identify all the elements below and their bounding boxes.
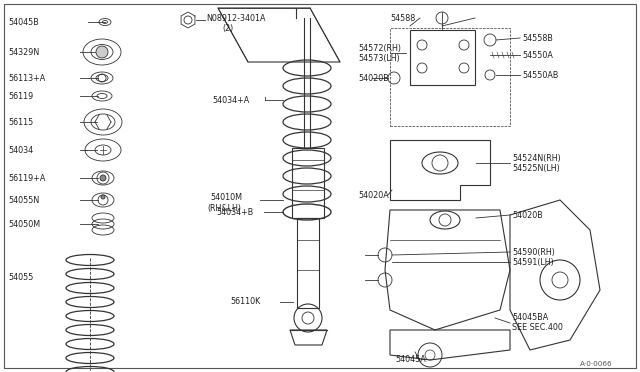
Text: 54591(LH): 54591(LH) [512,257,554,266]
Text: 54045A: 54045A [395,356,426,365]
Circle shape [96,46,108,58]
Text: 54010M: 54010M [210,192,242,202]
Text: 54550A: 54550A [522,51,553,60]
Text: 54573(LH): 54573(LH) [358,54,400,62]
Text: SEE SEC.400: SEE SEC.400 [512,324,563,333]
Text: 54524N(RH): 54524N(RH) [512,154,561,163]
Text: 56113+A: 56113+A [8,74,45,83]
Text: A·0·0066: A·0·0066 [580,361,612,367]
Text: 54034+B: 54034+B [216,208,253,217]
Circle shape [101,195,105,199]
Text: 54020A: 54020A [358,190,388,199]
Bar [292,148,324,218]
Text: (RH&LH): (RH&LH) [207,203,241,212]
Text: 56119+A: 56119+A [8,173,45,183]
Text: 54558B: 54558B [522,33,553,42]
Text: 54020B: 54020B [512,211,543,219]
Bar [410,30,475,85]
Bar [390,28,510,126]
Text: 54525N(LH): 54525N(LH) [512,164,560,173]
Text: 54020B: 54020B [358,74,388,83]
Text: (2): (2) [222,23,233,32]
Text: 54590(RH): 54590(RH) [512,247,555,257]
Text: 54572(RH): 54572(RH) [358,44,401,52]
Text: 54329N: 54329N [8,48,39,57]
Text: 54055N: 54055N [8,196,39,205]
Bar [297,218,319,308]
Text: 56110K: 56110K [230,298,260,307]
Text: 54045B: 54045B [8,17,39,26]
Text: 54055: 54055 [8,273,33,282]
Text: 56115: 56115 [8,118,33,126]
Circle shape [100,175,106,181]
Text: N08912-3401A: N08912-3401A [206,13,266,22]
Text: 54034+A: 54034+A [212,96,249,105]
Text: 54034: 54034 [8,145,33,154]
Text: 56119: 56119 [8,92,33,100]
Text: 54550AB: 54550AB [522,71,558,80]
Text: 54045BA: 54045BA [512,314,548,323]
Text: 54588: 54588 [390,13,415,22]
Text: 54050M: 54050M [8,219,40,228]
